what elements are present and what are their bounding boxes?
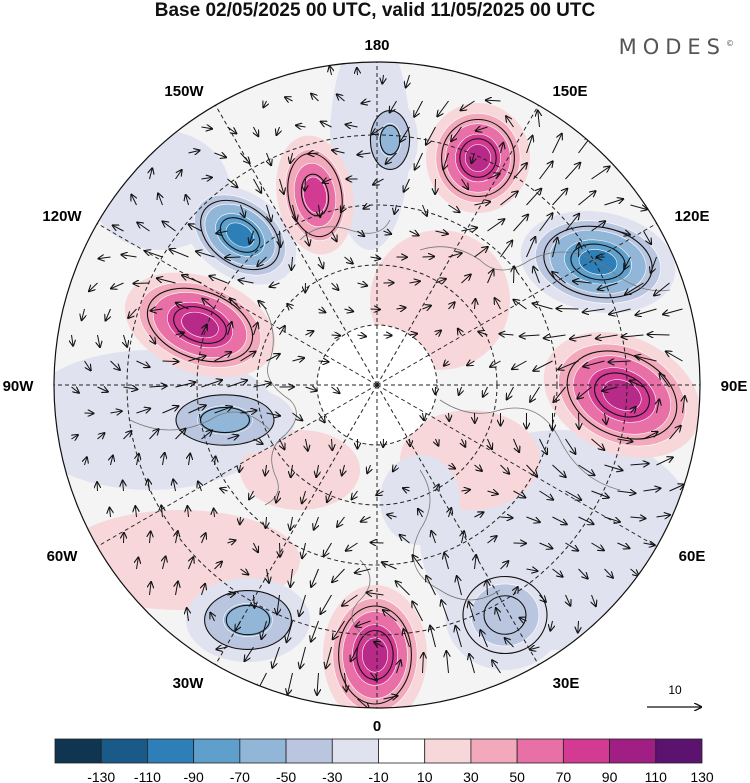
colorbar-tick-label: -50 [276,769,296,783]
colorbar-tick-label: -10 [368,769,388,783]
colorbar-swatch [54,738,102,764]
colorbar-tick-label: -70 [230,769,250,783]
colorbar-tick-label: 130 [690,769,714,783]
modes-logo: MODES© [619,35,734,59]
colorbar-swatch [562,738,610,764]
lon-label-30w: 30W [173,675,205,692]
colorbar-tick-label: 70 [556,769,572,783]
colorbar-tick-label: 50 [509,769,525,783]
colorbar-swatch [100,738,148,764]
lon-label-150w: 150W [164,83,204,100]
colorbar-tick-label: 10 [417,769,433,783]
colorbar-swatch [239,738,287,764]
lon-label-90e: 90E [721,378,748,395]
colorbar-tick-label: -90 [184,769,204,783]
colorbar-swatch [516,738,564,764]
lon-label-30e: 30E [553,675,580,692]
colorbar-tick-label: -130 [87,769,115,783]
chart-title: Base 02/05/2025 00 UTC, valid 11/05/2025… [154,0,596,21]
wind-vectors [72,66,685,708]
colorbar-swatch [609,738,657,764]
colorbar-swatch [470,738,518,764]
anomaly-low-hudson [155,384,295,456]
map-disk [54,62,700,708]
colorbar-tick-label: 30 [463,769,479,783]
anomaly-high-north-atlantic [323,585,427,708]
brand-text: MODES [618,35,726,59]
colorbar-swatch [285,738,333,764]
lon-label-60e: 60E [679,548,706,565]
lon-label-0: 0 [373,718,381,735]
colorbar-tick-label: -110 [134,769,161,783]
colorbar-swatch [331,738,379,764]
lon-label-150e: 150E [552,83,587,100]
lon-label-60w: 60W [47,548,79,565]
vector-scale-label: 10 [668,683,682,697]
lon-label-120e: 120E [674,208,709,225]
anomaly-low-bering [362,98,418,182]
colorbar: -130 -110 -90 -70 -50 -30 -10 10 30 50 70 90 110 130 [54,738,714,783]
lon-label-120w: 120W [42,208,82,225]
anomaly-low-europe [445,560,565,670]
lat-lon-grid [54,62,700,708]
anomaly-high-kamchatka [426,103,530,213]
colorbar-swatch [378,738,426,764]
lon-label-90w: 90W [3,378,35,395]
map-border [53,61,701,709]
colorbar-swatch [655,738,703,764]
colorbar-swatch [193,738,241,764]
colorbar-swatch [147,738,195,764]
colorbar-tick-label: 90 [602,769,618,783]
lon-label-180: 180 [364,37,389,54]
colorbar-tick-label: -30 [322,769,342,783]
brand-mark: © [726,39,734,48]
colorbar-tick-label: 110 [645,769,668,783]
colorbar-swatch [424,738,472,764]
